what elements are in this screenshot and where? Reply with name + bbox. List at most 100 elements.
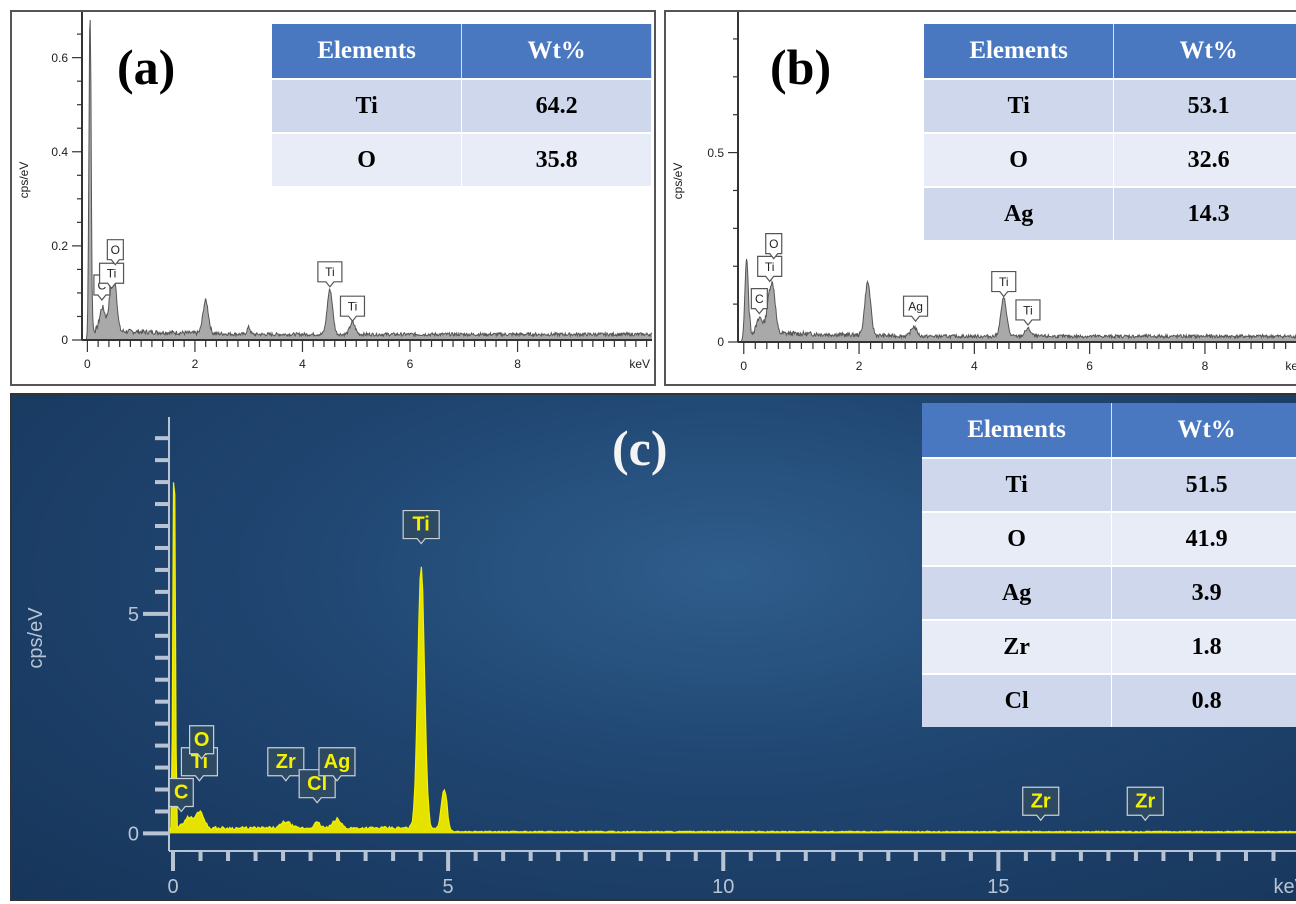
svg-text:Ag: Ag (908, 300, 923, 314)
svg-text:Ti: Ti (999, 275, 1009, 289)
table-cell-element: Cl (922, 673, 1113, 727)
plot-area (161, 482, 1296, 834)
table-row: Ag 14.3 (924, 186, 1296, 240)
x-tick-label: 2 (856, 359, 863, 373)
table-header-elements: Elements (922, 403, 1113, 458)
peak-label-ti: Ti (1015, 299, 1041, 326)
svg-text:C: C (98, 278, 107, 292)
table-cell-wt: 32.6 (1113, 132, 1296, 187)
table-cell-element: Ag (924, 186, 1115, 240)
table-header-wt: Wt% (1113, 24, 1296, 79)
peak-label-ti: Ti (757, 255, 783, 283)
y-tick-label: 0 (128, 823, 139, 845)
table-cell-element: Ti (924, 78, 1115, 133)
peak-label-o: O (106, 239, 124, 266)
y-axis-label: cps/eV (25, 607, 47, 669)
peak-label-o: O (189, 725, 215, 760)
table-row: O 35.8 (272, 132, 652, 186)
composition-table-c: Elements Wt% Ti 51.5 O 41.9 Ag 3.9 Zr 1.… (922, 403, 1296, 727)
peak-label-zr: Zr (1126, 786, 1164, 822)
panel-label-a: (a) (117, 39, 176, 95)
table-row: Ag 3.9 (922, 565, 1296, 620)
peak-label-o: O (765, 233, 783, 260)
panel-a: 0 2 4 6 8 keV 0 0.2 0.4 0.6 cps/eV C Ti O Ti Ti (a) Ele… (10, 10, 656, 386)
table-row: Ti 51.5 (922, 457, 1296, 512)
table-cell-element: O (924, 132, 1115, 187)
x-tick-label: 4 (971, 359, 978, 373)
peak-label-c: C (750, 287, 768, 315)
x-tick-label: 15 (987, 876, 1009, 898)
y-tick-label: 0.5 (707, 146, 724, 160)
table-header-elements: Elements (924, 24, 1115, 79)
x-tick-label: 6 (407, 357, 414, 371)
table-cell-wt: 51.5 (1111, 457, 1296, 512)
table-header-wt: Wt% (461, 24, 652, 79)
x-tick-label: 5 (443, 876, 454, 898)
panel-label-c: (c) (612, 420, 668, 476)
table-cell-wt: 64.2 (461, 78, 652, 133)
table-row: O 32.6 (924, 132, 1296, 187)
table-cell-wt: 1.8 (1111, 619, 1296, 674)
table-cell-element: Ag (922, 565, 1113, 620)
x-unit-label: keV (629, 357, 650, 371)
y-tick-label: 0.2 (51, 239, 68, 253)
peak-label-ag: Ag (902, 295, 929, 323)
spectrum-line (161, 482, 1296, 834)
table-cell-element: Ti (922, 457, 1113, 512)
composition-table-b: Elements Wt% Ti 53.1 O 32.6 Ag 14.3 (924, 24, 1296, 240)
table-row: Ti 53.1 (924, 78, 1296, 133)
svg-text:Ti: Ti (765, 260, 775, 274)
table-header-elements: Elements (272, 24, 463, 79)
plot-area (738, 258, 1296, 343)
y-axis-label: cps/eV (17, 162, 31, 199)
svg-text:C: C (174, 782, 188, 804)
x-unit-label: keV (1285, 359, 1296, 373)
peak-label-cl: Cl (298, 769, 336, 804)
x-tick-label: 2 (192, 357, 199, 371)
svg-text:Ti: Ti (107, 267, 117, 281)
y-tick-label: 0 (61, 333, 68, 347)
panel-label-b: (b) (770, 39, 832, 95)
svg-text:O: O (111, 243, 120, 257)
spectrum-line (738, 258, 1296, 343)
x-unit-label: keV (1274, 876, 1296, 898)
composition-table-a: Elements Wt% Ti 64.2 O 35.8 (272, 24, 652, 186)
svg-text:Zr: Zr (276, 751, 296, 773)
peak-label-ti: Ti (317, 261, 343, 288)
table-cell-element: Ti (272, 78, 463, 133)
svg-text:C: C (755, 292, 764, 306)
svg-text:O: O (769, 237, 778, 251)
x-tick-label: 0 (740, 359, 747, 373)
peak-label-c: C (168, 777, 194, 813)
table-cell-wt: 41.9 (1111, 511, 1296, 566)
y-tick-label: 0.4 (51, 145, 68, 159)
table-cell-wt: 53.1 (1113, 78, 1296, 133)
x-tick-label: 8 (1202, 359, 1209, 373)
svg-text:Zr: Zr (1031, 790, 1051, 812)
x-tick-label: 0 (84, 357, 91, 371)
table-row: O 41.9 (922, 511, 1296, 566)
spectrum-line (82, 19, 653, 341)
y-tick-label: 5 (128, 604, 139, 626)
table-cell-wt: 14.3 (1113, 186, 1296, 240)
x-tick-label: 8 (514, 357, 521, 371)
y-axis-label: cps/eV (671, 163, 685, 200)
peak-label-ag: Ag (318, 747, 356, 782)
peak-label-ti: Ti (991, 270, 1017, 298)
table-cell-element: O (272, 132, 463, 186)
x-tick-label: 6 (1086, 359, 1093, 373)
x-tick-label: 10 (712, 876, 734, 898)
x-tick-label: 4 (299, 357, 306, 371)
svg-text:Ti: Ti (325, 265, 335, 279)
table-header-wt: Wt% (1111, 403, 1296, 458)
svg-text:O: O (194, 729, 210, 751)
peak-label-ti: Ti (339, 295, 366, 323)
peak-label-zr: Zr (267, 747, 305, 782)
svg-text:Zr: Zr (1135, 790, 1155, 812)
table-cell-wt: 0.8 (1111, 673, 1296, 727)
